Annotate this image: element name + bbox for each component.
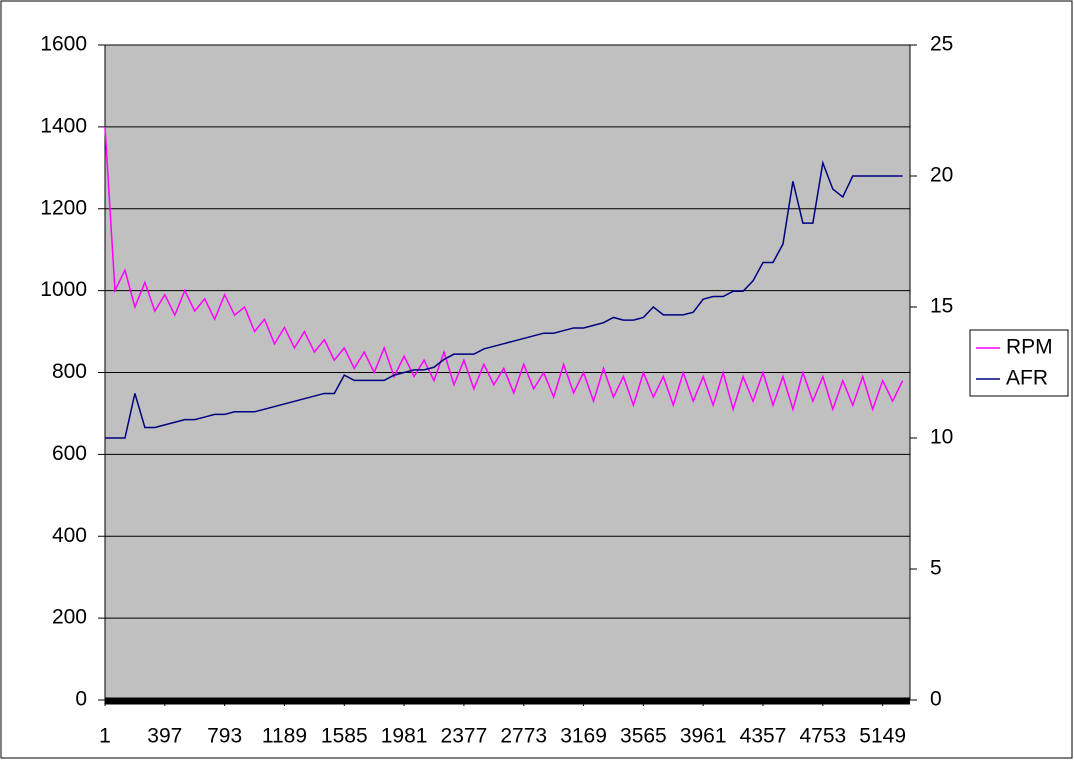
series-line (104, 126, 904, 413)
legend-box (969, 329, 1069, 397)
x-tick-label: 1981 (381, 725, 428, 748)
y-tick-label: 1600 (40, 33, 87, 56)
x-tick-label: 1189 (262, 725, 307, 748)
x-tick-label: 2377 (441, 725, 488, 748)
x-tick-label: 4753 (799, 725, 846, 748)
x-tick-label: 5149 (859, 725, 906, 748)
x-tick-label: 3169 (560, 725, 607, 748)
y2-tick-label: 0 (930, 688, 942, 711)
x-tick-label: 3565 (620, 725, 667, 748)
series-line (105, 160, 903, 439)
y-tick-label: 400 (52, 524, 87, 547)
y-tick-label: 1200 (40, 196, 87, 219)
y2-tick-label: 20 (930, 164, 953, 187)
y-tick-label: 800 (52, 360, 87, 383)
x-tick-label: 1585 (321, 725, 368, 748)
y2-tick-label: 25 (930, 33, 953, 56)
y-tick-label: 1400 (40, 114, 87, 137)
x-tick-label: 2773 (500, 725, 547, 748)
y2-tick-label: 5 (930, 557, 942, 580)
y2-tick-label: 15 (930, 295, 953, 318)
x-tick-label: 397 (147, 725, 182, 748)
y-tick-label: 600 (52, 442, 87, 465)
y2-tick-label: 10 (930, 426, 953, 449)
y-tick-label: 0 (75, 688, 87, 711)
x-tick-label: 1 (99, 725, 111, 748)
y-tick-label: 1000 (40, 278, 87, 301)
y-tick-label: 200 (52, 606, 87, 629)
x-tick-label: 3961 (680, 725, 727, 748)
x-tick-label: 4357 (740, 725, 787, 748)
legend-label: RPM (1006, 336, 1053, 359)
x-tick-label: 793 (207, 725, 242, 748)
legend-label: AFR (1006, 367, 1048, 390)
